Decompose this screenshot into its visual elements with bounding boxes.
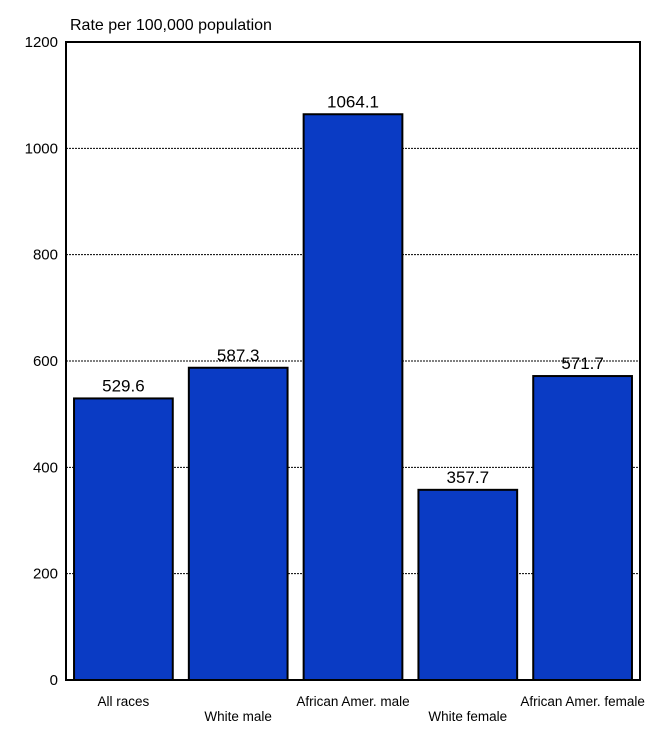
x-tick-label: All races <box>98 694 150 709</box>
bar <box>187 366 289 681</box>
y-axis-ticks: 0 200 400 600 800 1000 1200 <box>25 34 58 689</box>
x-tick-label: African Amer. male <box>296 694 409 709</box>
y-tick-label: 200 <box>33 566 58 583</box>
bar <box>302 113 404 682</box>
y-tick-label: 1000 <box>25 140 58 157</box>
y-tick-label: 0 <box>50 672 58 689</box>
y-axis-label: Rate per 100,000 population <box>70 17 272 34</box>
y-tick-label: 400 <box>33 459 58 476</box>
y-tick-label: 600 <box>33 353 58 370</box>
bar <box>73 397 174 681</box>
value-labels: 529.6 587.3 1064.1 357.7 571.7 <box>102 92 604 487</box>
bar-value-label: 571.7 <box>561 354 604 373</box>
bar-value-label: 587.3 <box>217 346 260 365</box>
y-tick-label: 1200 <box>25 34 58 51</box>
x-tick-label: African Amer. female <box>520 694 645 709</box>
x-tick-label: White male <box>204 709 272 724</box>
bars <box>73 113 633 682</box>
bar-value-label: 357.7 <box>447 468 490 487</box>
bar-value-label: 1064.1 <box>327 92 379 111</box>
plot-frame <box>65 41 641 681</box>
bar <box>532 375 633 681</box>
bar-value-label: 529.6 <box>102 376 145 395</box>
bar <box>417 488 519 682</box>
x-axis-labels: All races White male African Amer. male Whi… <box>98 694 645 724</box>
x-tick-label: White female <box>428 709 507 724</box>
y-tick-label: 800 <box>33 247 58 264</box>
